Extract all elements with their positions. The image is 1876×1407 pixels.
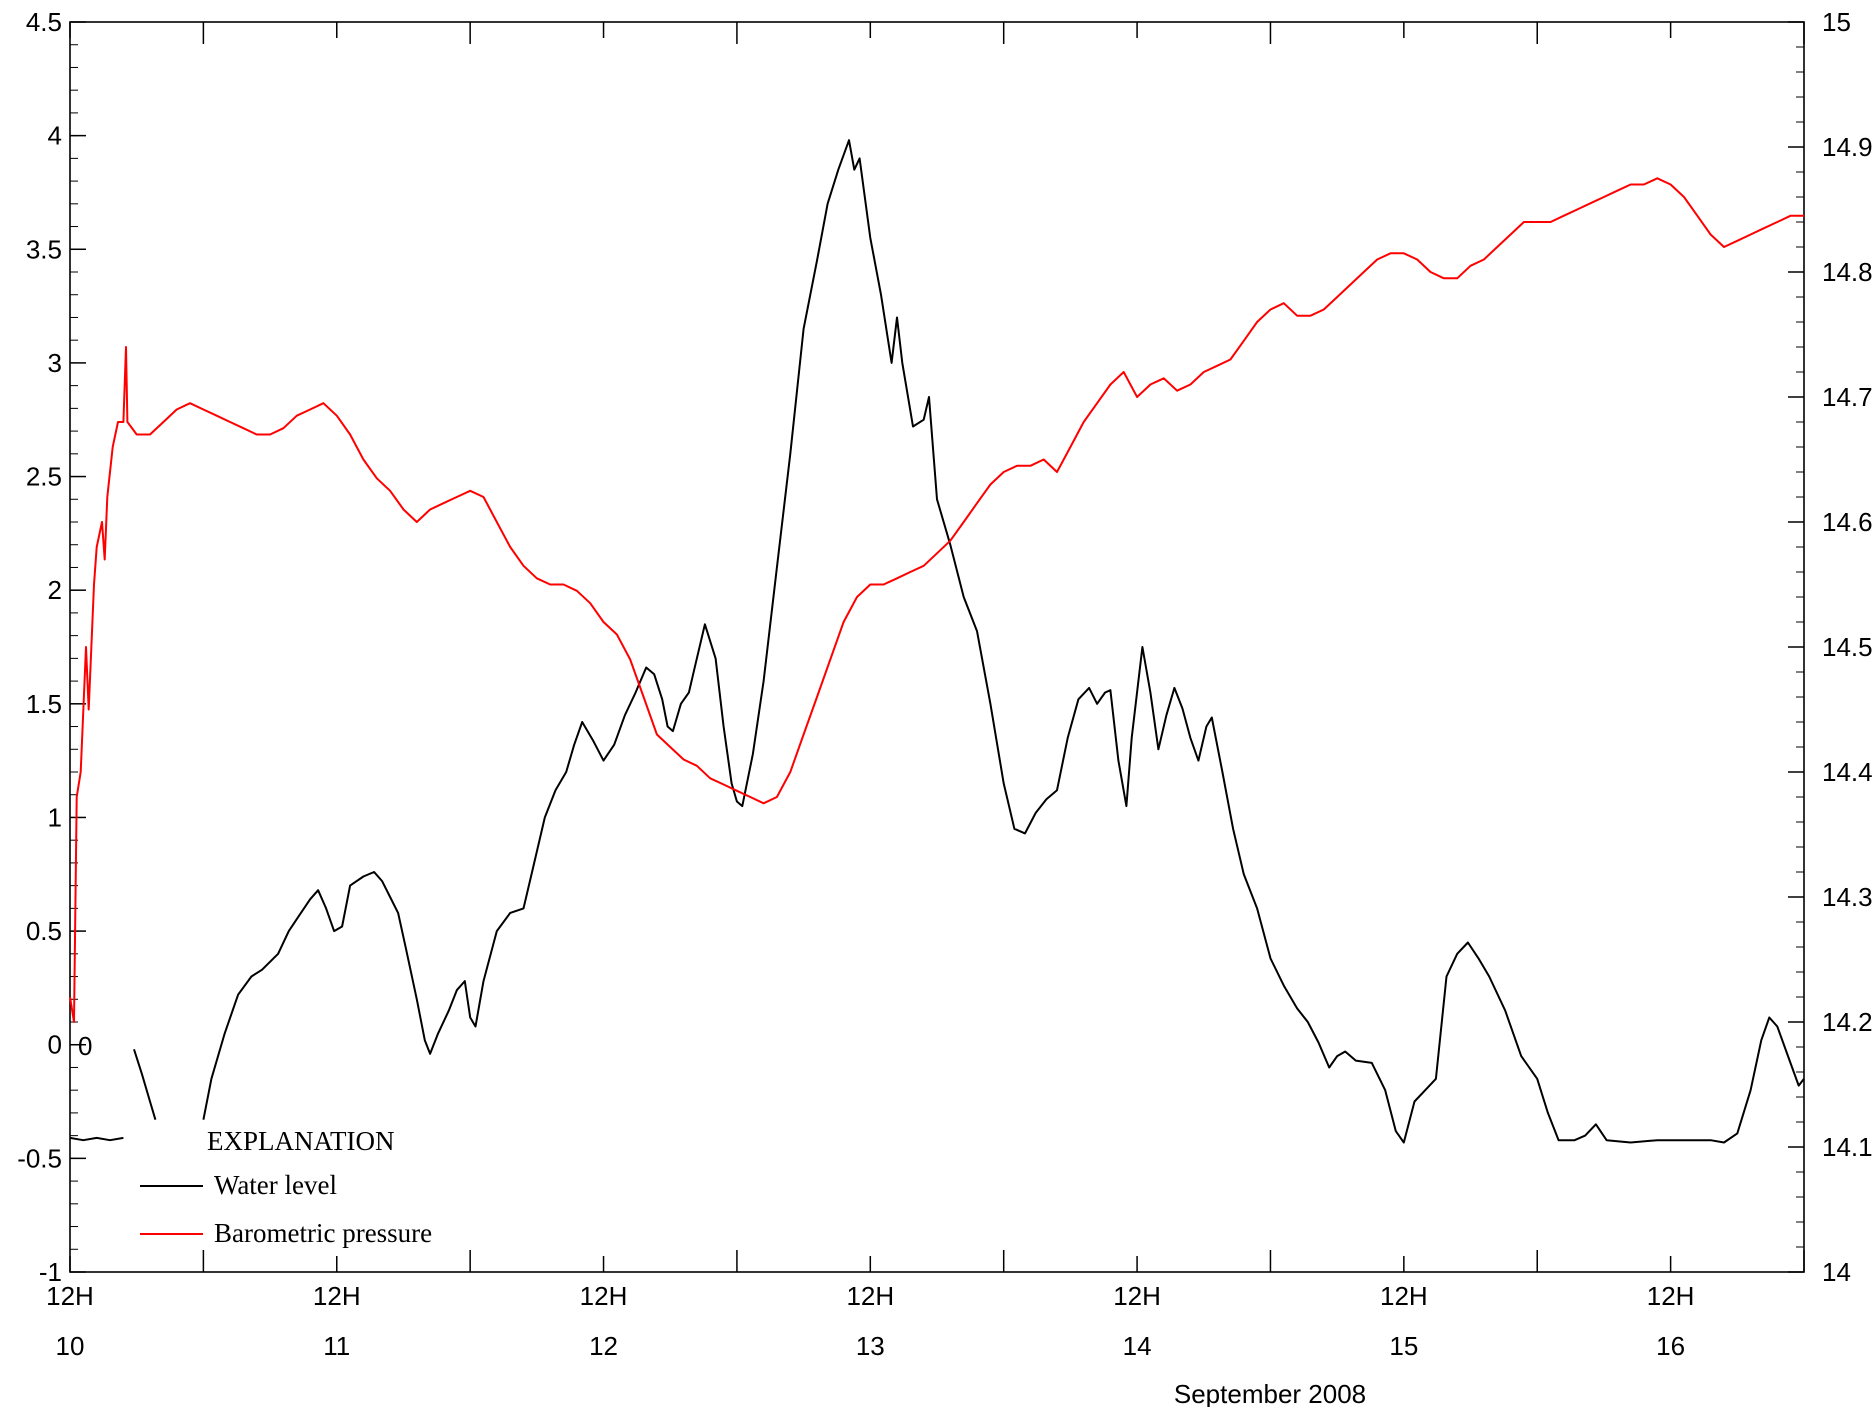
x-tick-label: 12H <box>1647 1281 1695 1311</box>
left-axis-tick-labels: -1 -0.5 0 0.5 1 1.5 2 2.5 3 3.5 4 4.5 <box>17 7 62 1287</box>
legend: EXPLANATION Water level Barometric press… <box>140 1126 432 1248</box>
x-tick-label: 12H <box>1113 1281 1161 1311</box>
left-tick-label: 3 <box>48 348 62 378</box>
right-tick-label: 14.2 <box>1822 1007 1873 1037</box>
right-axis-tick-labels: 14 14.1 14.2 14.3 14.4 14.5 14.6 14.7 14.8 14.9 15 <box>1822 7 1873 1287</box>
tick-marks <box>69 21 1805 1273</box>
x-tick-label: 12H <box>46 1281 94 1311</box>
left-tick-label: 4.5 <box>26 7 62 37</box>
x-day-label: 10 <box>56 1331 85 1361</box>
left-tick-label: 1 <box>48 802 62 832</box>
x-day-label: 12 <box>589 1331 618 1361</box>
x-tick-label: 12H <box>846 1281 894 1311</box>
x-day-label: 15 <box>1389 1331 1418 1361</box>
series-line-barometric-pressure <box>69 177 1804 1023</box>
series-line-water-level <box>133 1048 157 1120</box>
right-tick-label: 14.3 <box>1822 882 1873 912</box>
x-axis-title: September 2008 <box>1174 1379 1366 1407</box>
x-day-label: 16 <box>1656 1331 1685 1361</box>
x-axis-day-labels: 10 11 12 13 14 15 16 <box>56 1331 1686 1361</box>
x-day-label: 11 <box>323 1331 350 1361</box>
right-tick-label: 14.5 <box>1822 632 1873 662</box>
left-tick-label: -1 <box>39 1257 62 1287</box>
x-day-label: 13 <box>856 1331 885 1361</box>
legend-label-barometric-pressure: Barometric pressure <box>214 1218 432 1248</box>
left-tick-label: 4 <box>48 121 62 151</box>
series-line-water-level <box>202 139 1805 1144</box>
left-tick-label: -0.5 <box>17 1143 62 1173</box>
left-tick-label: 3.5 <box>26 234 62 264</box>
right-tick-label: 14.4 <box>1822 757 1873 787</box>
legend-label-water-level: Water level <box>214 1170 337 1200</box>
left-tick-label: 2 <box>48 575 62 605</box>
left-tick-label: 0.5 <box>26 916 62 946</box>
right-tick-label: 14.1 <box>1822 1132 1873 1162</box>
legend-title: EXPLANATION <box>207 1126 394 1156</box>
x-tick-label: 12H <box>580 1281 628 1311</box>
right-tick-label: 14 <box>1822 1257 1851 1287</box>
x-axis-tick-labels: 12H 12H 12H 12H 12H 12H 12H <box>46 1281 1694 1311</box>
x-day-label: 14 <box>1123 1331 1152 1361</box>
right-tick-label: 14.6 <box>1822 507 1873 537</box>
left-tick-label: 0 <box>48 1030 62 1060</box>
right-tick-label: 14.7 <box>1822 382 1873 412</box>
series-layer <box>69 139 1805 1144</box>
right-tick-label: 14.9 <box>1822 132 1873 162</box>
x-tick-label: 12H <box>313 1281 361 1311</box>
plot-frame <box>69 21 1805 1273</box>
right-tick-label: 15 <box>1822 7 1851 37</box>
right-tick-label: 14.8 <box>1822 257 1873 287</box>
left-tick-label: 1.5 <box>26 689 62 719</box>
series-line-water-level <box>69 1136 124 1142</box>
zero-annotation: 0 <box>78 1031 92 1061</box>
left-tick-label: 2.5 <box>26 462 62 492</box>
x-tick-label: 12H <box>1380 1281 1428 1311</box>
